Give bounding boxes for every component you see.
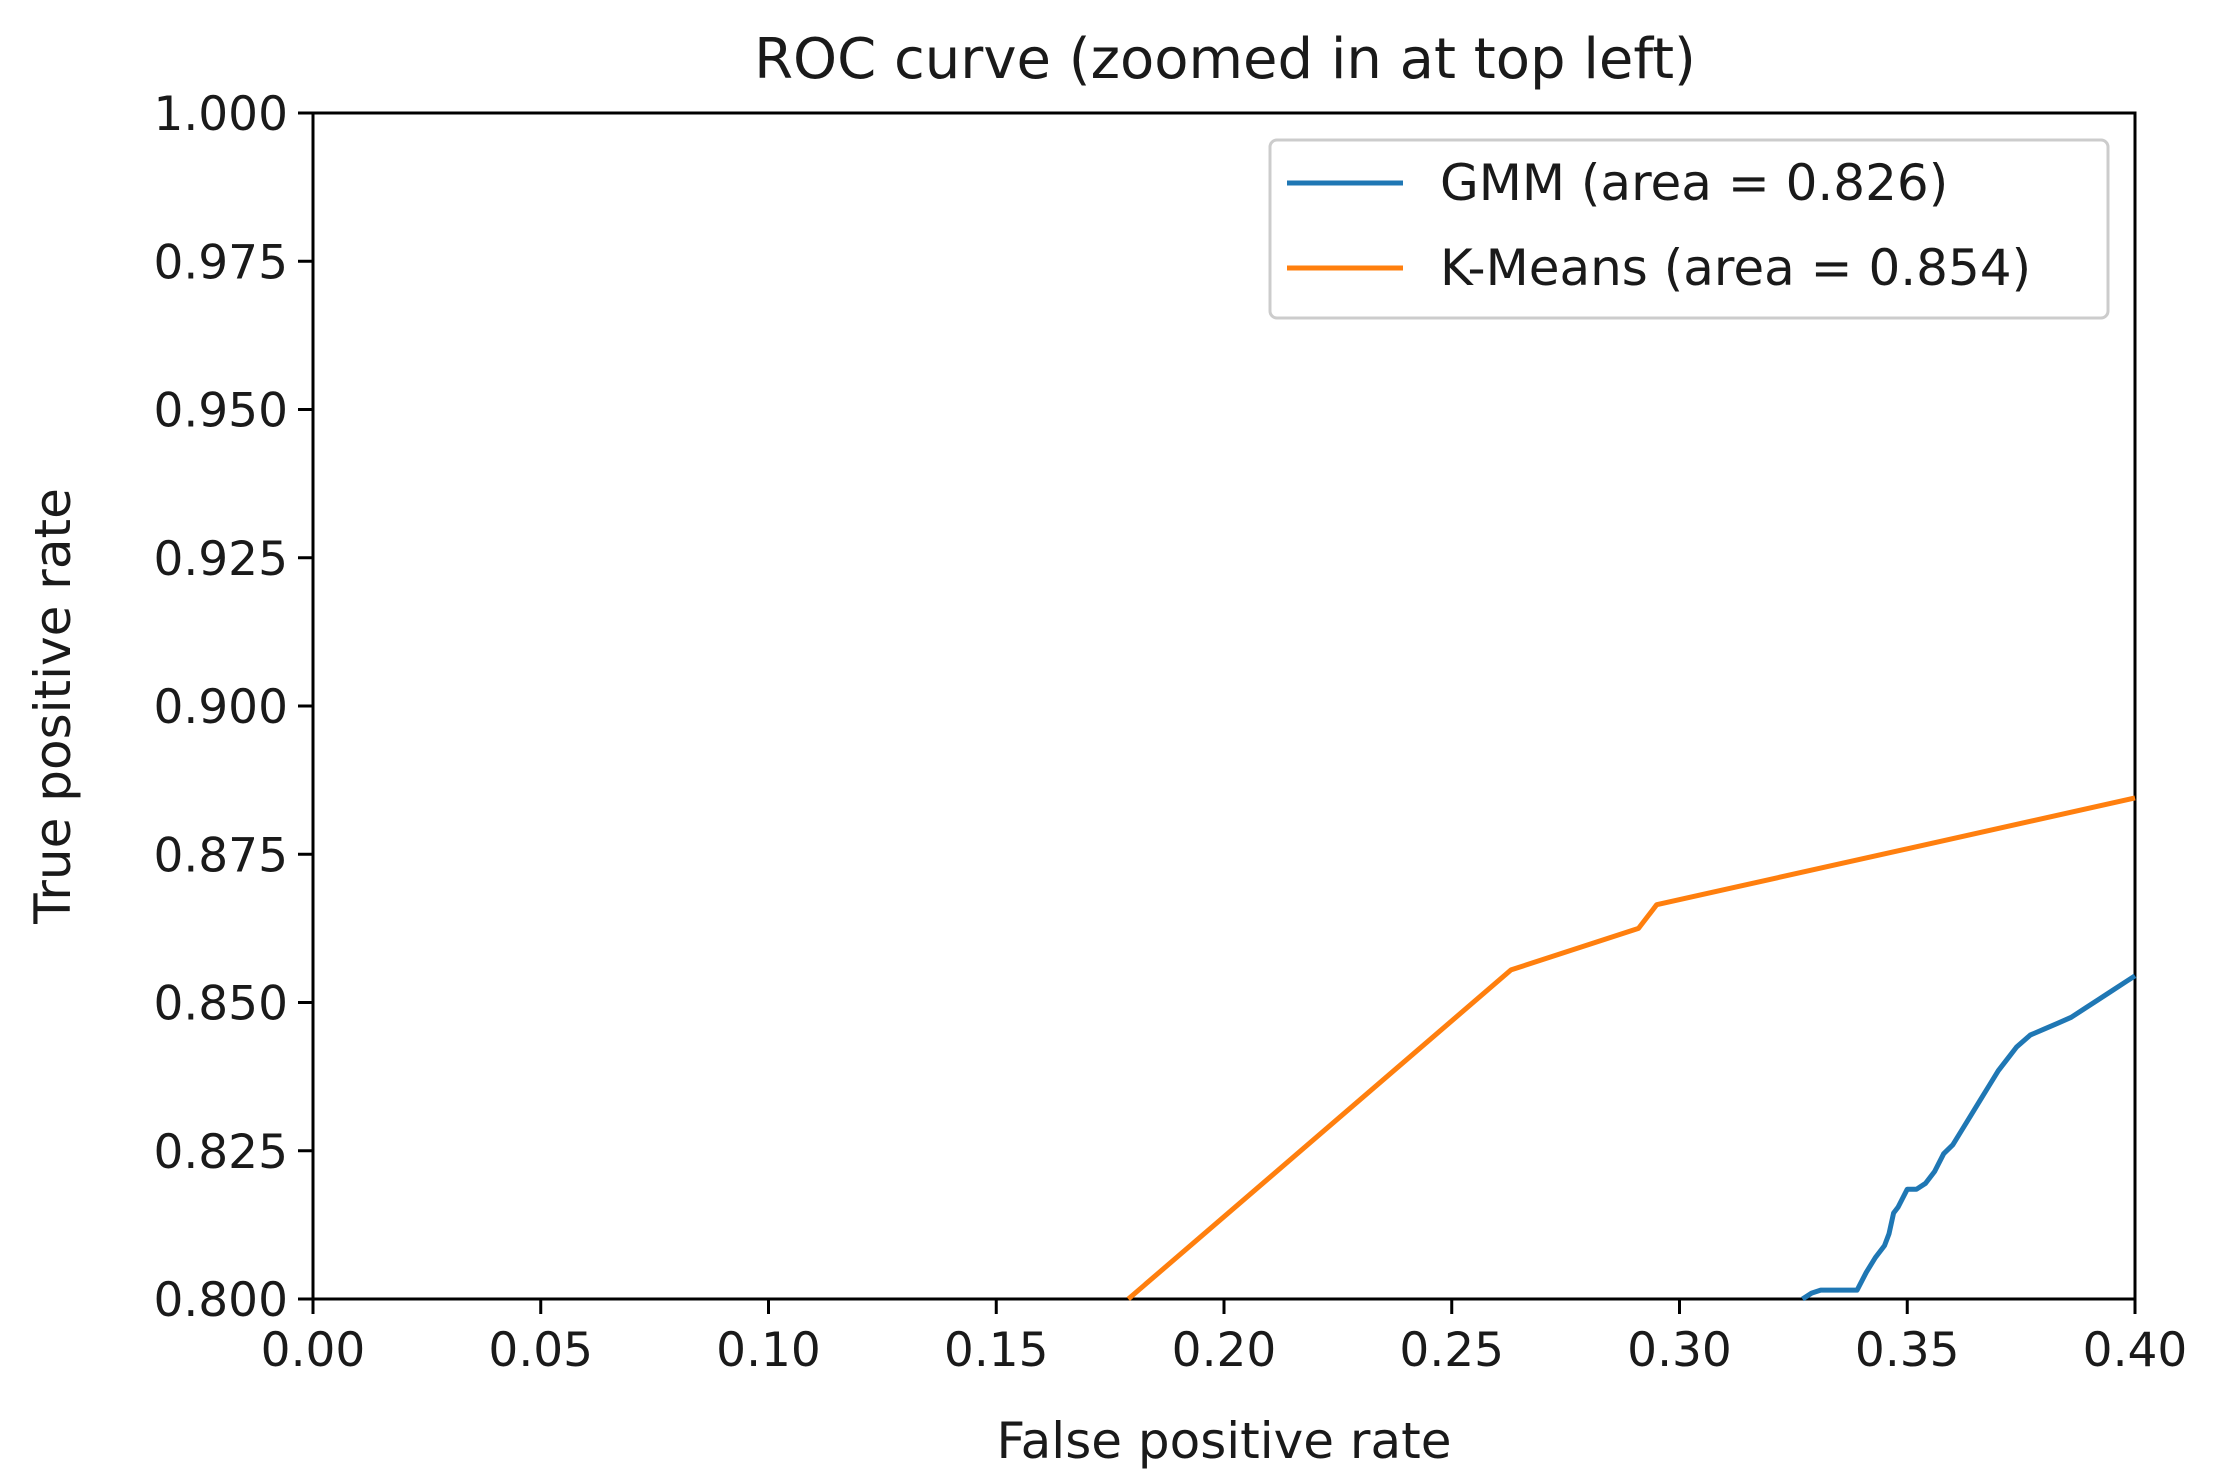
x-axis: 0.00 0.05 0.10 0.15 0.20 0.25 0.30 0.35 0.40 [261, 1299, 2188, 1378]
y-tick-label: 1.000 [153, 87, 288, 142]
series-line-kmeans [1126, 795, 2136, 1301]
y-axis: 0.800 0.825 0.850 0.875 0.900 0.925 0.950 0.975… [153, 87, 313, 1328]
legend-label-gmm: GMM (area = 0.826) [1440, 154, 1948, 212]
legend: GMM (area = 0.826) K-Means (area = 0.854… [1268, 138, 2110, 320]
x-tick-label: 0.35 [1855, 1323, 1960, 1378]
series-line-gmm [1801, 973, 2137, 1302]
y-tick-label: 0.850 [153, 977, 288, 1032]
x-tick-label: 0.30 [1627, 1323, 1732, 1378]
series-layer [1126, 795, 2137, 1302]
x-tick-label: 0.00 [261, 1323, 366, 1378]
x-tick-label: 0.10 [716, 1323, 821, 1378]
y-axis-label: True positive rate [24, 488, 82, 925]
x-tick-label: 0.05 [488, 1323, 593, 1378]
x-tick-label: 0.25 [1399, 1323, 1504, 1378]
y-tick-label: 0.800 [153, 1273, 288, 1328]
y-tick-label: 0.950 [153, 384, 288, 439]
x-axis-label: False positive rate [997, 1412, 1452, 1470]
legend-box [1268, 138, 2110, 320]
chart-title: ROC curve (zoomed in at top left) [754, 27, 1696, 92]
x-tick-label: 0.20 [1172, 1323, 1277, 1378]
x-tick-label: 0.15 [944, 1323, 1049, 1378]
y-tick-label: 0.875 [153, 828, 288, 883]
x-tick-label: 0.40 [2083, 1323, 2188, 1378]
legend-label-kmeans: K-Means (area = 0.854) [1440, 239, 2031, 297]
y-tick-label: 0.925 [153, 532, 288, 587]
y-tick-label: 0.975 [153, 235, 288, 290]
y-tick-label: 0.900 [153, 680, 288, 735]
y-tick-label: 0.825 [153, 1125, 288, 1180]
